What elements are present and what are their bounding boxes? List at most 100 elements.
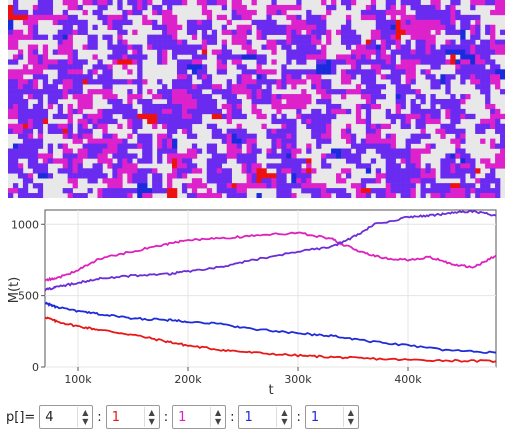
lattice-cell [430, 0, 436, 6]
lattice-cell [281, 103, 287, 110]
lattice-cell [37, 188, 44, 194]
lattice-cell [102, 158, 108, 164]
lattice-cell [375, 103, 382, 110]
param-value-4[interactable]: 1 [310, 409, 320, 425]
lattice-cell [246, 54, 252, 60]
lattice-cell [8, 84, 14, 90]
lattice-cell [191, 89, 198, 95]
lattice-cell [67, 123, 73, 129]
lattice-cell [326, 118, 332, 125]
lattice-cell [256, 19, 262, 26]
lattice-cell [201, 64, 208, 70]
lattice-cell [236, 158, 242, 164]
lattice-cell [147, 153, 153, 159]
lattice-cell [306, 49, 312, 55]
lattice-cell [326, 193, 332, 198]
lattice-cell [430, 24, 436, 30]
lattice-cell [102, 143, 108, 149]
lattice-cell [112, 19, 118, 26]
lattice-cell [87, 44, 93, 50]
stepper-arrows-icon[interactable]: ▲ ▼ [342, 407, 358, 427]
lattice-cell [122, 158, 128, 164]
lattice-cell [375, 64, 382, 70]
lattice-cell [191, 64, 198, 70]
lattice-cell [117, 34, 123, 40]
lattice-cell [465, 153, 471, 159]
lattice-cell [291, 94, 297, 100]
lattice-cell [211, 99, 218, 105]
lattice-cell [465, 24, 471, 30]
lattice-cell [12, 128, 19, 134]
lattice-cell [231, 113, 237, 120]
lattice-cell [162, 143, 168, 149]
param-value-3[interactable]: 1 [244, 409, 253, 425]
lattice-cell [102, 178, 108, 184]
lattice-cell [57, 79, 63, 85]
lattice-cell [465, 94, 471, 100]
lattice-cell [395, 113, 401, 120]
lattice-cell [92, 0, 98, 6]
lattice-cell [216, 158, 223, 164]
lattice-cell [8, 148, 14, 154]
lattice-cell [221, 24, 227, 30]
lattice-cell [425, 4, 431, 11]
lattice-cell [296, 148, 302, 154]
param-input-3[interactable]: 1 ▲ ▼ [238, 405, 293, 429]
lattice-cell [246, 153, 252, 159]
lattice-cell [67, 113, 73, 120]
lattice-cell [415, 168, 421, 174]
param-input-1[interactable]: 1 ▲ ▼ [105, 405, 160, 429]
lattice-cell [57, 158, 63, 164]
lattice-cell [375, 123, 382, 129]
lattice-cell [360, 74, 367, 80]
lattice-cell [435, 64, 441, 70]
lattice-cell [316, 123, 322, 129]
stepper-arrows-icon[interactable]: ▲ ▼ [143, 407, 159, 427]
lattice-cell [271, 103, 277, 110]
lattice-cell [132, 108, 138, 115]
lattice-cell [236, 99, 242, 105]
stepper-arrows-icon[interactable]: ▲ ▼ [77, 407, 92, 427]
lattice-cell [286, 24, 292, 30]
lattice-cell [172, 29, 178, 35]
lattice-cell [435, 0, 441, 6]
lattice-cell [445, 193, 451, 198]
param-input-2[interactable]: 1 ▲ ▼ [172, 405, 227, 429]
lattice-cell [286, 128, 292, 134]
lattice-cell [445, 168, 451, 174]
lattice-cell [67, 24, 73, 30]
lattice-cell [340, 153, 347, 159]
lattice-cell [321, 133, 327, 139]
param-input-0[interactable]: 4 ▲ ▼ [39, 405, 94, 429]
lattice-cell [326, 39, 332, 45]
lattice-cells [8, 0, 505, 198]
lattice-cell [67, 178, 73, 184]
lattice-cell [87, 173, 93, 179]
lattice-cell [400, 24, 406, 30]
lattice-cell [350, 39, 357, 45]
stepper-arrows-icon[interactable]: ▲ ▼ [210, 407, 225, 427]
lattice-cell [112, 94, 118, 100]
stepper-arrows-icon[interactable]: ▲ ▼ [276, 407, 291, 427]
lattice-cell [181, 89, 188, 95]
lattice-cell [316, 59, 322, 65]
lattice-cell [301, 118, 307, 125]
lattice-cell [186, 59, 193, 65]
lattice-cell [176, 79, 183, 85]
param-input-4[interactable]: 1 ▲ ▼ [304, 405, 359, 429]
lattice-cell [236, 128, 242, 134]
lattice-cell [211, 113, 218, 120]
lattice-cell [430, 14, 436, 21]
lattice-cell [176, 39, 183, 45]
lattice-cell [390, 178, 396, 184]
param-value-0[interactable]: 4 [45, 409, 54, 425]
lattice-cell [117, 108, 123, 115]
lattice-cell [261, 94, 267, 100]
param-value-2[interactable]: 1 [178, 409, 187, 425]
param-value-1[interactable]: 1 [111, 409, 120, 425]
lattice-cell [365, 178, 372, 184]
lattice-cell [410, 19, 416, 26]
lattice-cell [236, 24, 242, 30]
lattice-cell [370, 69, 377, 75]
lattice-cell [22, 34, 29, 40]
